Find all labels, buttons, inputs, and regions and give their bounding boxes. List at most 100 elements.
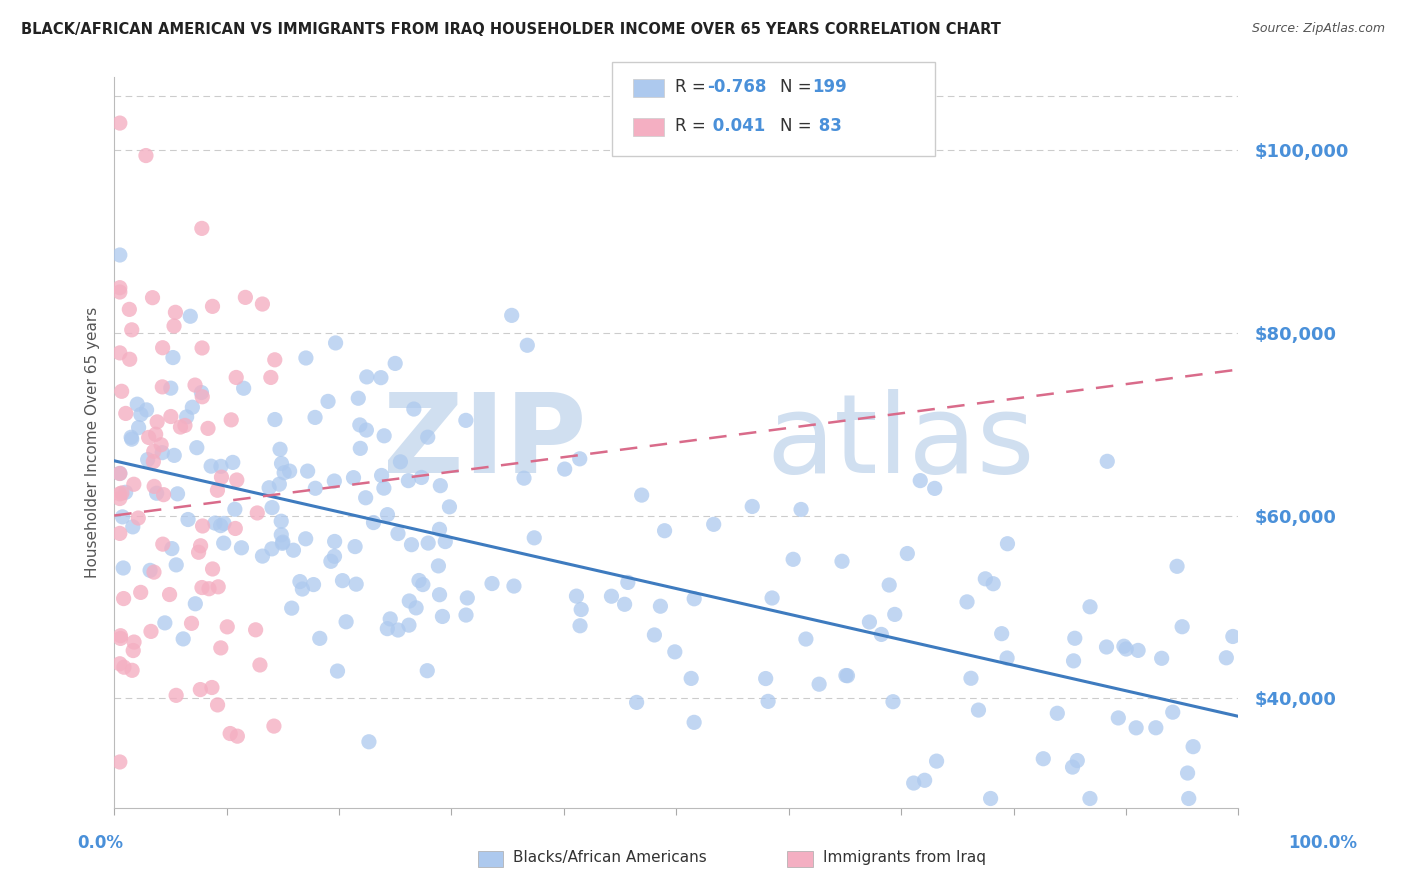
Point	[211, 470, 233, 484]
Point	[209, 459, 232, 474]
Point	[883, 607, 905, 622]
Point	[263, 352, 285, 367]
Point	[613, 597, 636, 611]
Point	[1046, 706, 1069, 721]
Point	[384, 356, 406, 370]
Point	[304, 410, 326, 425]
Point	[163, 318, 186, 333]
Point	[269, 442, 291, 457]
Point	[260, 370, 283, 384]
Point	[152, 488, 174, 502]
Point	[960, 671, 983, 685]
Point	[323, 549, 346, 564]
Point	[111, 384, 134, 399]
Point	[877, 578, 900, 592]
Point	[1126, 643, 1149, 657]
Point	[204, 516, 226, 530]
Point	[429, 478, 451, 492]
Point	[128, 420, 150, 434]
Point	[283, 543, 305, 558]
Point	[152, 537, 174, 551]
Text: ZIP: ZIP	[382, 389, 586, 496]
Point	[990, 626, 1012, 640]
Point	[252, 297, 274, 311]
Point	[914, 773, 936, 788]
Point	[163, 449, 186, 463]
Point	[108, 657, 131, 671]
Point	[1177, 766, 1199, 780]
Point	[380, 612, 402, 626]
Point	[790, 502, 813, 516]
Point	[270, 457, 292, 471]
Point	[280, 601, 302, 615]
Point	[683, 591, 706, 606]
Point	[288, 574, 311, 589]
Point	[129, 408, 152, 422]
Point	[143, 565, 166, 579]
Point	[262, 500, 284, 515]
Point	[179, 310, 201, 324]
Point	[761, 591, 783, 605]
Point	[273, 466, 295, 480]
Point	[177, 512, 200, 526]
Point	[630, 488, 652, 502]
Point	[212, 536, 235, 550]
Point	[1066, 754, 1088, 768]
Point	[207, 580, 229, 594]
Point	[219, 726, 242, 740]
Point	[925, 754, 948, 768]
Point	[112, 561, 135, 575]
Point	[316, 394, 339, 409]
Point	[664, 645, 686, 659]
Point	[1171, 620, 1194, 634]
Point	[565, 589, 588, 603]
Point	[200, 459, 222, 474]
Point	[411, 470, 433, 484]
Point	[387, 623, 409, 637]
Point	[245, 623, 267, 637]
Point	[269, 477, 291, 491]
Text: Source: ZipAtlas.com: Source: ZipAtlas.com	[1251, 22, 1385, 36]
Point	[121, 432, 143, 446]
Point	[219, 413, 242, 427]
Point	[186, 441, 208, 455]
Point	[108, 487, 131, 501]
Point	[190, 385, 212, 400]
Point	[176, 409, 198, 424]
Point	[956, 595, 979, 609]
Point	[903, 776, 925, 790]
Point	[980, 791, 1002, 805]
Point	[121, 323, 143, 337]
Point	[235, 290, 257, 304]
Point	[377, 508, 399, 522]
Point	[135, 148, 157, 162]
Point	[191, 221, 214, 235]
Point	[323, 534, 346, 549]
Point	[278, 464, 301, 478]
Point	[910, 474, 932, 488]
Point	[184, 597, 207, 611]
Point	[108, 467, 131, 481]
Point	[150, 438, 173, 452]
Point	[454, 413, 477, 427]
Point	[1032, 752, 1054, 766]
Point	[122, 635, 145, 649]
Point	[325, 335, 347, 350]
Point	[127, 511, 149, 525]
Point	[225, 473, 247, 487]
Point	[207, 698, 229, 712]
Point	[294, 532, 316, 546]
Point	[1078, 599, 1101, 614]
Point	[402, 402, 425, 417]
Point	[122, 643, 145, 657]
Point	[108, 526, 131, 541]
Point	[755, 672, 778, 686]
Point	[347, 391, 370, 405]
Point	[354, 491, 377, 505]
Point	[398, 618, 420, 632]
Point	[1063, 632, 1085, 646]
Point	[501, 309, 523, 323]
Point	[808, 677, 831, 691]
Point	[349, 417, 371, 432]
Point	[165, 305, 187, 319]
